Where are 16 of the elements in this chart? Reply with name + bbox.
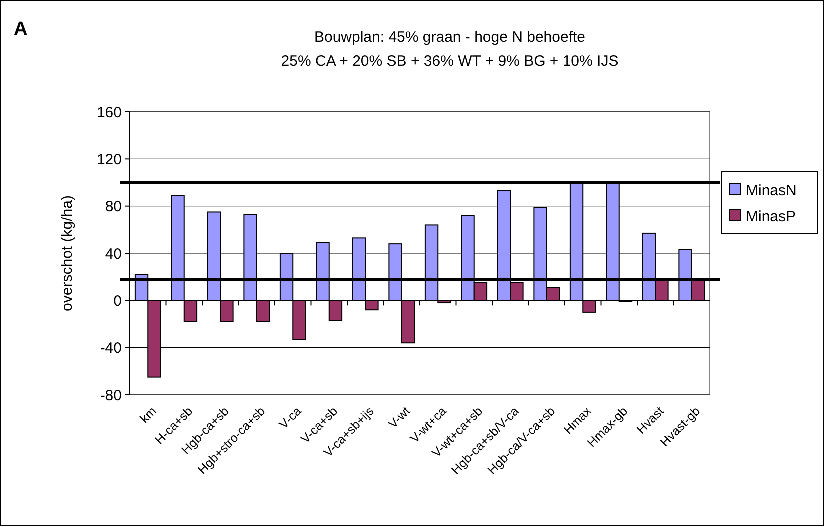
y-tick-label: 160	[96, 104, 122, 122]
y-tick-label: -40	[100, 340, 122, 358]
x-tick-label: V-ca	[276, 404, 304, 432]
chart-title: Bouwplan: 45% graan - hoge N behoefte	[314, 29, 586, 46]
text: A	[14, 19, 28, 40]
y-axis-title: overschot (kg/ha)	[59, 196, 76, 312]
y-tick-label: -80	[100, 387, 122, 404]
x-tick-label: V-wt	[386, 404, 414, 432]
chart-subtitle: 25% CA + 20% SB + 36% WT + 9% BG + 10% IJS	[281, 53, 619, 70]
x-tick-label: km	[138, 404, 160, 426]
legend-label: MinasN	[746, 182, 797, 200]
y-tick-label: 80	[105, 198, 122, 216]
legend-label: MinasP	[746, 208, 796, 226]
y-tick-label: 0	[114, 292, 122, 310]
y-tick-label: 40	[105, 246, 122, 263]
y-tick-label: 120	[96, 151, 122, 168]
